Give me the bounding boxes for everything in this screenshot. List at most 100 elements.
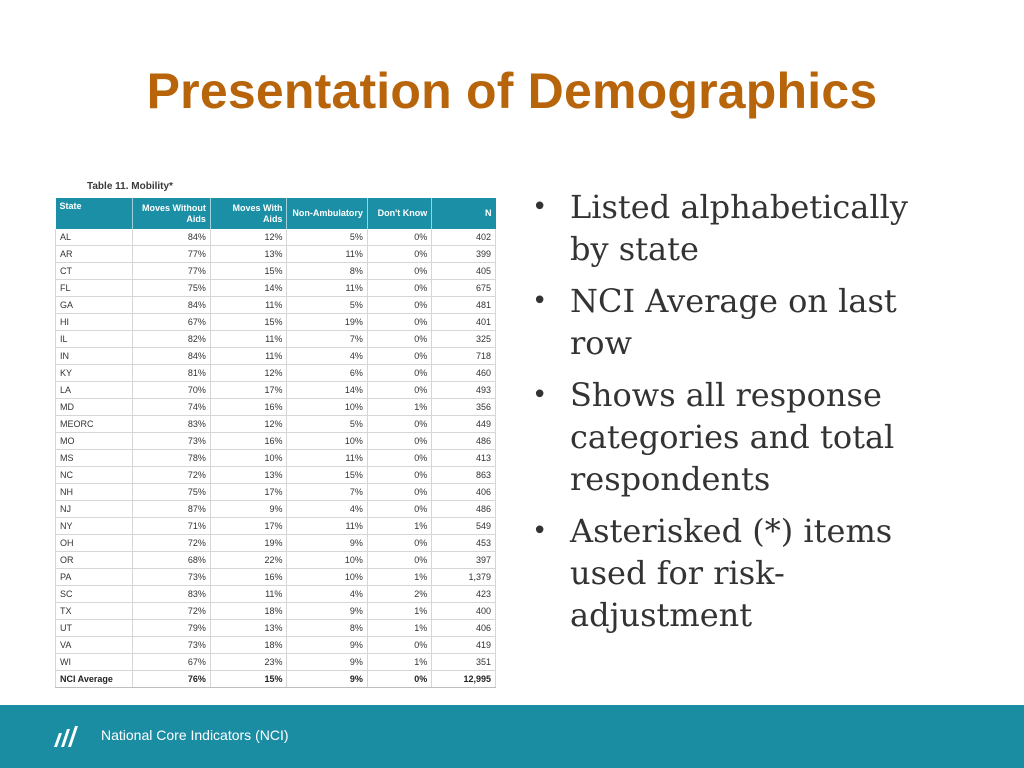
average-value-cell: 15% [210, 670, 288, 688]
table-row: IL 82% 11% 7% 0% 325 [54, 330, 496, 348]
value-cell: 11% [286, 245, 368, 263]
table-row: AR 77% 13% 11% 0% 399 [54, 245, 496, 263]
value-cell: 493 [431, 381, 496, 399]
value-cell: 7% [286, 483, 368, 501]
value-cell: 325 [431, 330, 496, 348]
value-cell: 17% [210, 483, 288, 501]
state-cell: AR [54, 245, 134, 263]
value-cell: 718 [431, 347, 496, 365]
mobility-table-figure: Table 11. Mobility* State Moves Without A… [54, 176, 497, 688]
value-cell: 13% [210, 245, 288, 263]
average-value-cell: 0% [367, 670, 433, 688]
value-cell: 23% [210, 653, 288, 671]
value-cell: 486 [431, 432, 496, 450]
state-cell: UT [54, 619, 134, 637]
state-cell: IL [54, 330, 134, 348]
value-cell: 399 [431, 245, 496, 263]
bullet-list: • Listed alphabetically by state • NCI Aver… [530, 186, 950, 646]
value-cell: 0% [367, 534, 433, 552]
value-cell: 78% [132, 449, 211, 467]
value-cell: 15% [210, 313, 288, 331]
value-cell: 16% [210, 432, 288, 450]
value-cell: 7% [286, 330, 368, 348]
column-header: Non-Ambulatory [286, 198, 368, 229]
value-cell: 72% [132, 466, 211, 484]
average-value-cell: 12,995 [431, 670, 496, 688]
value-cell: 1,379 [431, 568, 496, 586]
value-cell: 9% [286, 653, 368, 671]
table-row: OR 68% 22% 10% 0% 397 [54, 551, 496, 569]
value-cell: 419 [431, 636, 496, 654]
value-cell: 0% [367, 262, 433, 280]
table-row: UT 79% 13% 8% 1% 406 [54, 619, 496, 637]
state-cell: KY [54, 364, 134, 382]
value-cell: 10% [286, 398, 368, 416]
state-cell: WI [54, 653, 134, 671]
value-cell: 74% [132, 398, 211, 416]
table-row: WI 67% 23% 9% 1% 351 [54, 653, 496, 671]
value-cell: 460 [431, 364, 496, 382]
value-cell: 72% [132, 602, 211, 620]
state-cell: AL [54, 229, 134, 246]
value-cell: 5% [286, 415, 368, 433]
table-row: OH 72% 19% 9% 0% 453 [54, 534, 496, 552]
value-cell: 453 [431, 534, 496, 552]
value-cell: 11% [286, 517, 368, 535]
value-cell: 11% [210, 347, 288, 365]
value-cell: 0% [367, 330, 433, 348]
bullet-marker: • [532, 516, 548, 546]
footer-text: National Core Indicators (NCI) [101, 727, 289, 743]
table-row: TX 72% 18% 9% 1% 400 [54, 602, 496, 620]
value-cell: 675 [431, 279, 496, 297]
average-value-cell: 76% [132, 670, 211, 688]
value-cell: 75% [132, 279, 211, 297]
value-cell: 2% [367, 585, 433, 603]
table-row: AL 84% 12% 5% 0% 402 [54, 229, 496, 246]
value-cell: 0% [367, 364, 433, 382]
value-cell: 5% [286, 229, 368, 246]
table-row: SC 83% 11% 4% 2% 423 [54, 585, 496, 603]
value-cell: 16% [210, 568, 288, 586]
table-row: VA 73% 18% 9% 0% 419 [54, 636, 496, 654]
table-caption: Table 11. Mobility* [87, 181, 173, 192]
state-cell: IN [54, 347, 134, 365]
state-cell: VA [54, 636, 134, 654]
state-cell: NC [54, 466, 134, 484]
value-cell: 67% [132, 313, 211, 331]
value-cell: 0% [367, 500, 433, 518]
value-cell: 19% [286, 313, 368, 331]
value-cell: 73% [132, 432, 211, 450]
value-cell: 397 [431, 551, 496, 569]
value-cell: 0% [367, 551, 433, 569]
value-cell: 351 [431, 653, 496, 671]
value-cell: 0% [367, 296, 433, 314]
value-cell: 11% [210, 330, 288, 348]
state-cell: NJ [54, 500, 134, 518]
state-cell: OR [54, 551, 134, 569]
bullet-marker: • [532, 286, 548, 316]
value-cell: 16% [210, 398, 288, 416]
value-cell: 10% [210, 449, 288, 467]
value-cell: 9% [286, 534, 368, 552]
table-row: MS 78% 10% 11% 0% 413 [54, 449, 496, 467]
value-cell: 863 [431, 466, 496, 484]
table-row: CT 77% 15% 8% 0% 405 [54, 262, 496, 280]
value-cell: 1% [367, 517, 433, 535]
value-cell: 17% [210, 517, 288, 535]
value-cell: 10% [286, 551, 368, 569]
value-cell: 12% [210, 229, 288, 246]
value-cell: 413 [431, 449, 496, 467]
table-row: LA 70% 17% 14% 0% 493 [54, 381, 496, 399]
bullet-marker: • [532, 380, 548, 410]
state-cell: OH [54, 534, 134, 552]
bullet-text: Asterisked (*) items used for risk-adjus… [570, 512, 893, 634]
value-cell: 4% [286, 500, 368, 518]
table-row: MEORC 83% 12% 5% 0% 449 [54, 415, 496, 433]
footer-bar: National Core Indicators (NCI) [0, 705, 1024, 768]
value-cell: 73% [132, 636, 211, 654]
bullet-text: NCI Average on last row [570, 282, 897, 362]
value-cell: 401 [431, 313, 496, 331]
value-cell: 15% [210, 262, 288, 280]
value-cell: 84% [132, 347, 211, 365]
value-cell: 84% [132, 296, 211, 314]
